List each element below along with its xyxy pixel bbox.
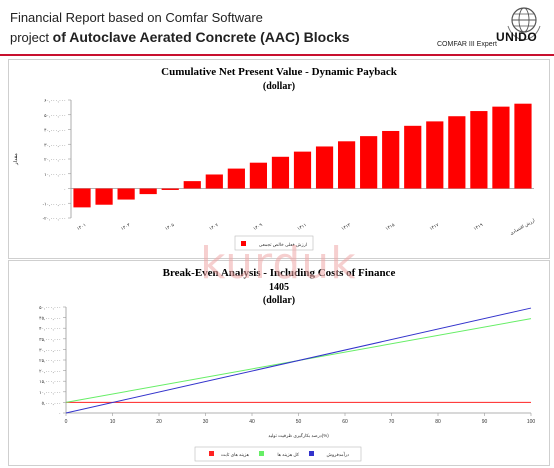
report-title-line1: Financial Report based on Comfar Softwar… — [10, 10, 263, 25]
report-title-line2: project of Autoclave Aerated Concrete (A… — [10, 29, 350, 45]
npv-y-tick-label: ۱۰,۰۰۰,۰۰۰ — [44, 172, 66, 177]
npv-chart-panel: Cumulative Net Present Value - Dynamic P… — [8, 59, 550, 259]
breakeven-legend-swatch — [209, 451, 214, 456]
npv-bar — [73, 188, 91, 208]
npv-x-tick-label: ۱۴۰۱ — [76, 222, 87, 231]
sales-revenue-line — [65, 307, 532, 414]
npv-bar — [227, 168, 245, 189]
breakeven-chart-year: 1405 — [269, 282, 289, 293]
npv-x-tick-label: ارزش اقتصادی — [509, 218, 536, 237]
npv-y-tick-label: ۶۰,۰۰۰,۰۰۰ — [44, 98, 66, 103]
breakeven-legend-box — [194, 446, 362, 462]
npv-bar — [426, 121, 444, 189]
npv-y-axis-label: مقدار — [13, 153, 19, 166]
npv-y-tick-label: ۲۰,۰۰۰,۰۰۰ — [44, 157, 66, 162]
npv-legend-box — [234, 235, 314, 251]
breakeven-x-tick-label: 20 — [156, 419, 162, 425]
breakeven-legend-swatch — [309, 451, 314, 456]
npv-bar — [161, 188, 179, 190]
breakeven-x-tick-label: 40 — [249, 419, 255, 425]
npv-bar — [360, 136, 378, 189]
breakeven-y-tick-label: ۲۵,۰۰۰,۰۰۰ — [39, 358, 61, 363]
npv-bar — [337, 141, 356, 189]
npv-bar — [139, 188, 157, 195]
breakeven-y-tick-label: ۵,۰۰۰,۰۰۰ — [42, 400, 61, 405]
npv-bar-chart: Cumulative Net Present Value - Dynamic P… — [13, 66, 536, 251]
npv-bar — [470, 111, 488, 189]
breakeven-y-tick-label: ۴۰,۰۰۰,۰۰۰ — [39, 326, 61, 331]
npv-x-tick-label: ۱۴۱۵ — [385, 222, 396, 231]
npv-x-tick-label: ۱۴۱۳ — [340, 222, 351, 231]
breakeven-legend-label: کل هزینه ها — [277, 452, 300, 458]
npv-x-tick-label: ۱۴۱۷ — [429, 222, 440, 231]
npv-legend-label: ارزش فعلی خالص تجمعی — [259, 242, 307, 248]
npv-y-tick-label: ۰ — [64, 187, 66, 192]
breakeven-x-tick-label: 100 — [527, 419, 536, 425]
npv-bar — [95, 188, 113, 205]
npv-y-tick-label: ۵۰,۰۰۰,۰۰۰ — [44, 113, 66, 118]
unido-logo-text: UNIDO — [496, 30, 538, 44]
breakeven-y-tick-label: ۵۰,۰۰۰,۰۰۰ — [39, 305, 61, 310]
npv-bar — [404, 125, 422, 189]
npv-bar — [448, 116, 466, 189]
npv-x-tick-label: ۱۴۰۳ — [120, 222, 131, 231]
npv-bar — [205, 174, 223, 189]
breakeven-x-tick-label: 50 — [296, 419, 302, 425]
header-rule — [0, 54, 554, 56]
breakeven-legend-label: درآمدفروش — [327, 451, 350, 458]
npv-chart-subtitle: (dollar) — [263, 81, 295, 92]
breakeven-x-tick-label: 10 — [110, 419, 116, 425]
npv-chart-title: Cumulative Net Present Value - Dynamic P… — [161, 66, 398, 78]
breakeven-chart-panel: Break-Even Analysis - Including Costs of… — [8, 260, 550, 466]
breakeven-chart-title: Break-Even Analysis - Including Costs of… — [163, 267, 396, 279]
npv-y-tick-label: -۱۰,۰۰۰,۰۰۰ — [43, 201, 66, 206]
npv-bar — [249, 162, 268, 189]
breakeven-y-tick-label: ۳۰,۰۰۰,۰۰۰ — [39, 347, 61, 352]
breakeven-y-tick-label: ۴۵,۰۰۰,۰۰۰ — [39, 316, 61, 321]
breakeven-x-tick-label: 90 — [482, 419, 488, 425]
breakeven-x-tick-label: 70 — [389, 419, 395, 425]
breakeven-x-tick-label: 60 — [342, 419, 348, 425]
npv-x-tick-label: ۱۴۰۵ — [164, 222, 175, 231]
report-title-prefix: project — [10, 30, 53, 45]
breakeven-x-tick-label: 0 — [65, 419, 68, 425]
npv-bar — [183, 181, 201, 189]
breakeven-y-tick-label: ۲۰,۰۰۰,۰۰۰ — [39, 369, 61, 374]
comfar-label: COMFAR III Expert — [437, 41, 497, 48]
breakeven-y-tick-label: ۳۵,۰۰۰,۰۰۰ — [39, 337, 61, 342]
npv-y-tick-label: ۴۰,۰۰۰,۰۰۰ — [44, 128, 66, 133]
report-title-project: of Autoclave Aerated Concrete (AAC) Bloc… — [52, 29, 350, 45]
npv-bar — [293, 151, 312, 189]
npv-x-tick-label: ۱۴۰۹ — [252, 222, 263, 231]
unido-globe-icon — [507, 7, 541, 41]
npv-bar — [271, 156, 290, 189]
watermark-text: kurduk — [200, 238, 357, 289]
breakeven-y-tick-label: ۱۰,۰۰۰,۰۰۰ — [39, 390, 61, 395]
breakeven-x-tick-label: 80 — [435, 419, 441, 425]
breakeven-line-chart: Break-Even Analysis - Including Costs of… — [39, 267, 536, 462]
breakeven-y-tick-label: ۱۵,۰۰۰,۰۰۰ — [39, 379, 61, 384]
breakeven-x-tick-label: 30 — [203, 419, 209, 425]
npv-bar — [382, 130, 400, 189]
npv-y-tick-label: -۲۰,۰۰۰,۰۰۰ — [43, 216, 66, 221]
npv-x-tick-label: ۱۴۰۷ — [208, 222, 219, 231]
breakeven-chart-unit: (dollar) — [263, 295, 295, 306]
breakeven-y-tick-label: ۰ — [59, 411, 61, 416]
npv-bar — [492, 106, 510, 189]
npv-x-tick-label: ۱۴۱۱ — [296, 222, 307, 231]
breakeven-legend-swatch — [259, 451, 264, 456]
npv-bar — [315, 146, 334, 189]
npv-legend-swatch — [241, 241, 246, 246]
npv-x-tick-label: ۱۴۱۹ — [473, 222, 484, 231]
breakeven-x-axis-label: درصد بکارگیری ظرفیت تولید(%) — [268, 432, 329, 439]
breakeven-legend-label: هزینه های ثابت — [221, 452, 250, 458]
npv-bar — [117, 188, 135, 200]
npv-bar — [514, 103, 532, 189]
npv-y-tick-label: ۳۰,۰۰۰,۰۰۰ — [44, 142, 66, 147]
report-header: Financial Report based on Comfar Softwar… — [0, 0, 554, 58]
